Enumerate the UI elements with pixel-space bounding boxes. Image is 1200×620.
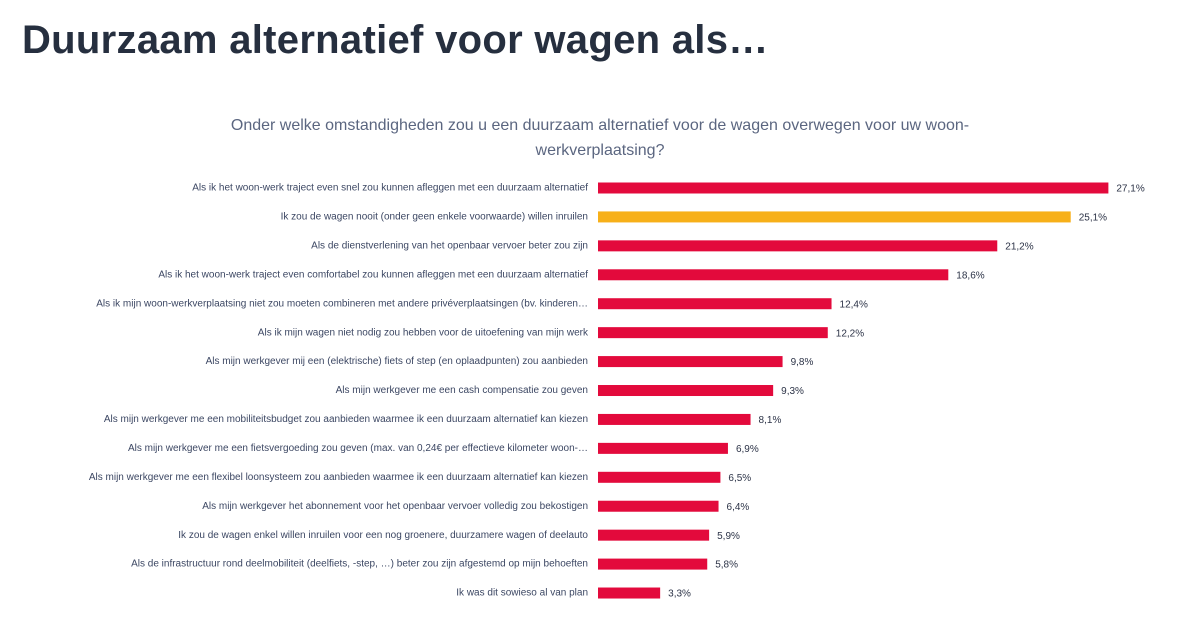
bar [598, 413, 751, 425]
category-label: Als mijn werkgever me een fietsvergoedin… [128, 443, 588, 454]
bar [598, 298, 832, 310]
category-label: Als de dienstverlening van het openbaar … [311, 241, 588, 252]
category-label: Als mijn werkgever het abonnement voor h… [202, 501, 588, 512]
bar [598, 356, 783, 368]
value-label: 3,3% [668, 589, 691, 600]
bar [598, 529, 710, 541]
category-label: Als mijn werkgever me een flexibel loons… [89, 472, 588, 483]
bar [598, 442, 728, 454]
value-label: 12,4% [840, 299, 868, 310]
category-label: Ik zou de wagen nooit (onder geen enkele… [281, 212, 588, 223]
value-label: 12,2% [836, 328, 864, 339]
category-label: Als mijn werkgever me een cash compensat… [336, 385, 588, 396]
value-label: 18,6% [956, 270, 984, 281]
value-label: 9,3% [781, 386, 804, 397]
value-label: 6,5% [728, 473, 751, 484]
bar [598, 558, 708, 570]
category-label: Als ik het woon-werk traject even comfor… [158, 269, 588, 280]
category-label: Als mijn werkgever me een mobiliteitsbud… [104, 414, 588, 425]
value-label: 21,2% [1005, 242, 1033, 253]
category-label: Als mijn werkgever mij een (elektrische)… [206, 356, 588, 367]
category-label: Ik zou de wagen enkel willen inruilen vo… [178, 530, 588, 541]
category-label: Ik was dit sowieso al van plan [456, 588, 588, 599]
value-label: 6,9% [736, 444, 759, 455]
bar [598, 471, 721, 483]
value-label: 5,8% [715, 560, 738, 571]
bar [598, 240, 998, 252]
category-label: Als ik het woon-werk traject even snel z… [192, 183, 588, 194]
value-label: 6,4% [727, 502, 750, 513]
value-label: 25,1% [1079, 213, 1107, 224]
bar [598, 327, 828, 339]
bar [598, 211, 1071, 223]
value-label: 5,9% [717, 531, 740, 542]
bar [598, 587, 661, 599]
value-label: 8,1% [759, 415, 782, 426]
category-label: Als ik mijn woon-werkverplaatsing niet z… [96, 298, 588, 309]
bar [598, 385, 774, 397]
category-label: Als de infrastructuur rond deelmobilitei… [131, 559, 588, 570]
bar [598, 269, 949, 281]
chart-subtitle: Onder welke omstandigheden zou u een duu… [230, 117, 970, 159]
value-label: 27,1% [1116, 184, 1144, 195]
chart-title: Duurzaam alternatief voor wagen als… [22, 18, 769, 62]
value-label: 9,8% [791, 357, 814, 368]
category-label: Als ik mijn wagen niet nodig zou hebben … [258, 327, 589, 338]
bar [598, 500, 719, 512]
bar [598, 182, 1109, 194]
